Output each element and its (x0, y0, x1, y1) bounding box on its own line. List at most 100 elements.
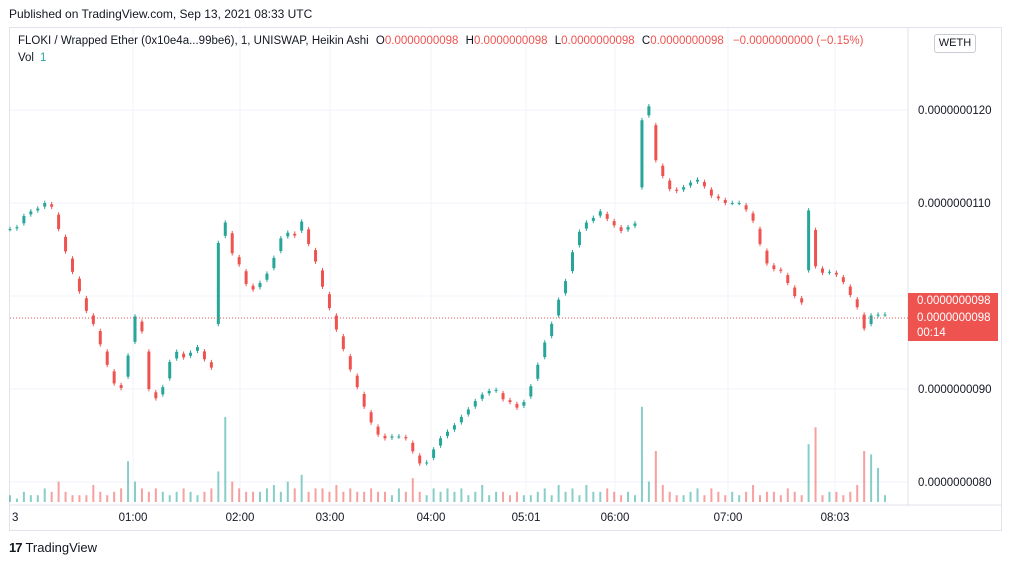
volume-bar (821, 495, 824, 502)
volume-bar (446, 488, 449, 502)
volume-bar (92, 485, 95, 502)
candle-body (307, 229, 311, 244)
candle-body (522, 402, 526, 406)
candle-body (772, 265, 776, 270)
candle-body (251, 285, 255, 290)
volume-bar (828, 491, 831, 502)
high-value: 0.0000000098 (473, 35, 548, 47)
volume-bar (85, 495, 88, 502)
candle-body (15, 227, 19, 229)
volume-bar (474, 491, 477, 502)
candle-body (848, 286, 852, 296)
candle-body (43, 203, 47, 207)
candle-body (466, 409, 470, 415)
volume-bar (64, 491, 67, 502)
volume-value: 1 (40, 52, 47, 64)
volume-bar (689, 491, 692, 502)
candle-body (598, 211, 602, 216)
candle-body (786, 275, 790, 283)
candle-body (661, 165, 665, 177)
candle-body (321, 270, 324, 287)
x-tick-label: 03:00 (316, 512, 345, 524)
volume-bar (627, 491, 630, 502)
candle-body (98, 331, 102, 345)
candle-body (689, 182, 693, 186)
candle-body (702, 182, 706, 187)
candle-body (869, 315, 873, 324)
x-tick-label: 08:03 (821, 512, 850, 524)
candle-body (876, 314, 880, 316)
candle-body (765, 250, 769, 264)
y-tick-label: 0.0000000080 (918, 477, 992, 489)
candle-body (84, 298, 88, 311)
volume-bar (168, 495, 171, 502)
candle-body (77, 278, 81, 292)
candle-body (626, 227, 630, 230)
candle-body (827, 271, 831, 273)
candle-body (189, 352, 193, 356)
candle-body (314, 250, 318, 262)
volume-bar (717, 491, 720, 502)
low-value: 0.0000000098 (561, 35, 635, 47)
volume-bar (870, 454, 873, 502)
tradingview-logo[interactable]: 17 TradingView (9, 540, 97, 555)
volume-bar (536, 491, 539, 502)
volume-bar (397, 488, 400, 502)
candle-body (494, 389, 498, 391)
volume-bar (210, 488, 213, 502)
candle-body (50, 204, 54, 207)
candle-body (22, 216, 26, 224)
x-tick-label: 04:00 (417, 512, 446, 524)
candle-body (487, 390, 491, 394)
volume-bar (161, 491, 164, 502)
currency-button[interactable]: WETH (934, 34, 976, 53)
volume-bar (592, 491, 595, 502)
symbol-title: FLOKI / Wrapped Ether (0x10e4a...99be6),… (18, 35, 369, 47)
candle-body (8, 229, 12, 231)
candle-body (737, 203, 741, 204)
candle-body (855, 299, 859, 308)
volume-bar (835, 491, 838, 502)
candle-body (591, 217, 595, 221)
volume-bar (182, 488, 185, 502)
volume-bar (370, 488, 373, 502)
volume-bar (127, 461, 130, 502)
candle-body (508, 400, 512, 403)
volume-bar (620, 495, 623, 502)
volume-bar (550, 495, 553, 502)
candle-body (404, 437, 408, 439)
volume-bar (738, 495, 741, 502)
candle-body (862, 314, 866, 329)
tradingview-logo-icon: 17 (9, 540, 23, 555)
candle-body (369, 412, 373, 423)
published-note: Published on TradingView.com, Sep 13, 20… (9, 7, 313, 21)
candle-body (564, 281, 568, 294)
candle-body (36, 208, 40, 211)
volume-bar (439, 491, 442, 502)
volume-bar (384, 491, 386, 502)
volume-bar (509, 495, 511, 502)
volume-bar (849, 491, 852, 502)
candle-body (71, 258, 74, 272)
volume-bar (15, 498, 18, 502)
volume-bar (495, 491, 498, 502)
candle-body (716, 196, 720, 199)
candle-body (668, 180, 672, 190)
candle-body (265, 273, 269, 280)
candle-body (709, 189, 713, 196)
volume-bar (571, 488, 574, 502)
last-price-tag-2: 0.0000000098 (917, 312, 991, 324)
x-tick-label: 02:00 (226, 512, 255, 524)
candle-body (459, 416, 463, 423)
candle-body (362, 393, 366, 407)
volume-bar (668, 491, 671, 502)
candle-body (334, 315, 338, 330)
volume-bar (43, 488, 46, 502)
volume-bar (800, 495, 803, 502)
candle-body (133, 316, 137, 342)
chart-frame (9, 27, 1002, 531)
candle-body (341, 336, 345, 350)
volume-bar (779, 495, 782, 502)
candle-body (223, 222, 227, 236)
